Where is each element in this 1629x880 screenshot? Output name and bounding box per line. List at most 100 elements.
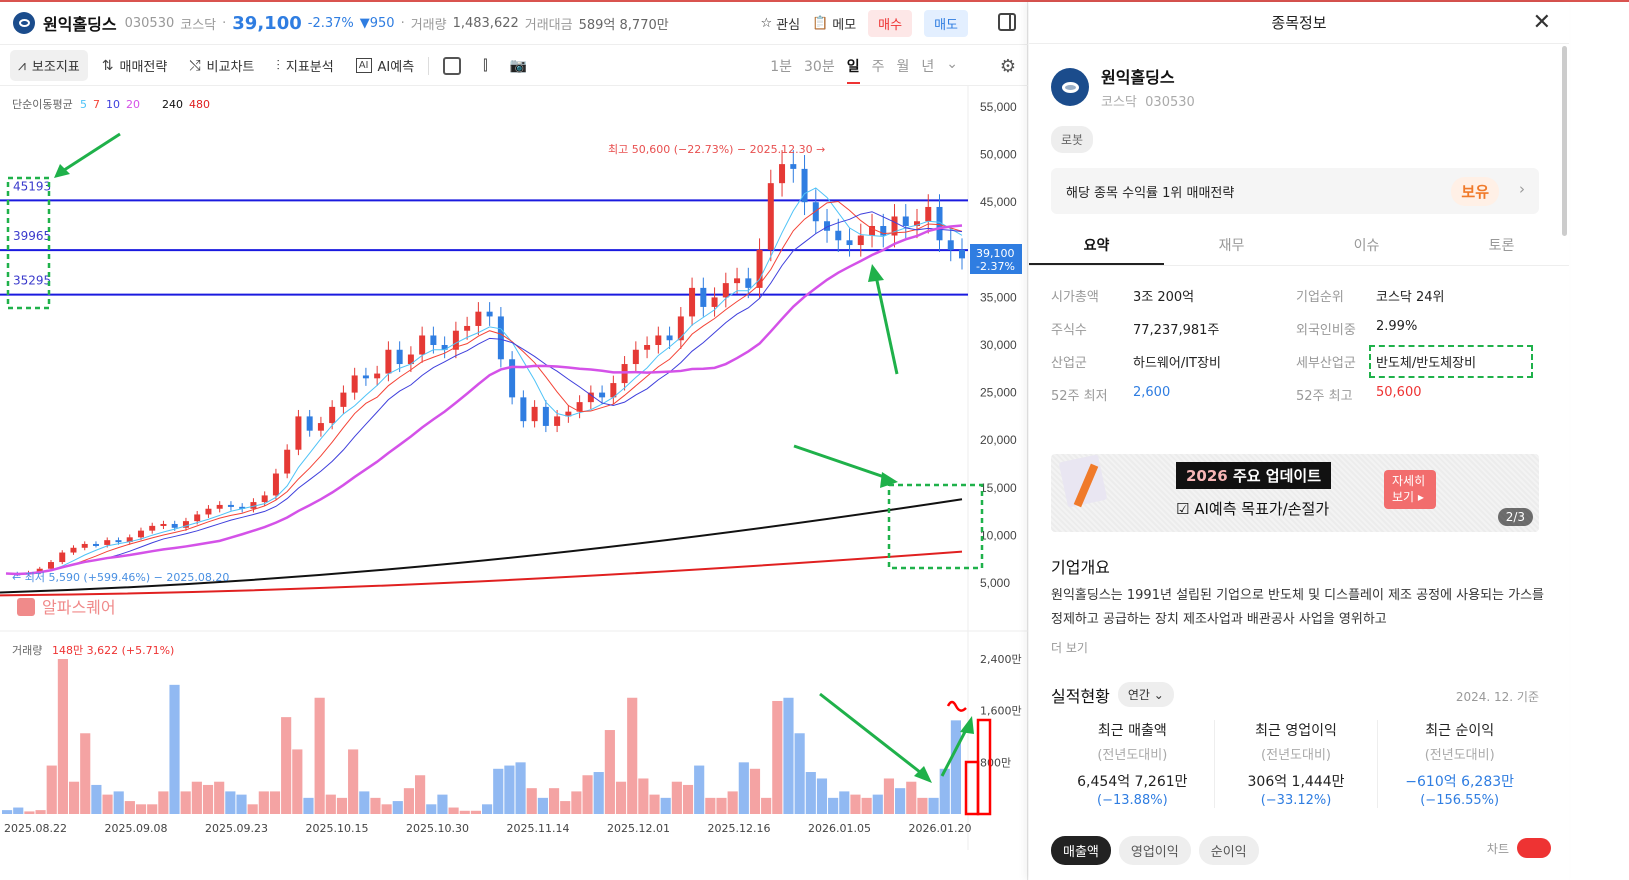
- svg-text:2025.09.23: 2025.09.23: [205, 822, 268, 835]
- company-market: 코스닥: [1101, 95, 1137, 110]
- buy-button[interactable]: 매수: [868, 10, 913, 37]
- svg-text:20: 20: [126, 98, 140, 111]
- svg-text:-2.37%: -2.37%: [976, 260, 1015, 273]
- window-top-border: [0, 0, 1629, 2]
- period-week[interactable]: 주: [871, 59, 885, 75]
- gear-icon[interactable]: ⚙: [999, 56, 1016, 77]
- strategy-banner[interactable]: 해당 종목 수익률 1위 매매전략 보유 ›: [1051, 168, 1539, 214]
- theme-tag[interactable]: 로봇: [1051, 126, 1094, 153]
- svg-text:최고 50,600 (−22.73%) − 2025.12.: 최고 50,600 (−22.73%) − 2025.12.30 →: [608, 143, 825, 156]
- svg-text:2025.11.14: 2025.11.14: [507, 822, 570, 835]
- stock-code: 030530: [124, 15, 175, 31]
- svg-text:39965: 39965: [13, 229, 51, 243]
- panel-title: 종목정보 ✕: [1029, 2, 1569, 44]
- svg-text:35,000: 35,000: [980, 290, 1017, 304]
- svg-text:35295: 35295: [13, 274, 51, 288]
- svg-text:2025.12.16: 2025.12.16: [708, 822, 771, 835]
- company-logo: [13, 12, 35, 34]
- svg-text:800만: 800만: [980, 756, 1011, 769]
- period-day[interactable]: 일: [846, 56, 860, 84]
- svg-text:10: 10: [106, 98, 120, 111]
- indicator-analysis-button[interactable]: ⫶ 지표분석: [276, 57, 334, 76]
- detail-button[interactable]: 자세히 보기 ▸: [1384, 470, 1436, 510]
- performance-title: 실적현황: [1051, 686, 1110, 706]
- svg-text:2025.12.01: 2025.12.01: [607, 822, 670, 835]
- revenue-col: 최근 매출액 (전년도대비) 6,454억 7,261만 (−13.88%): [1051, 720, 1215, 808]
- summary-grid: 시가총액 3조 200억 기업순위 코스닥 24위 주식수 77,237,981주 외국인…: [1051, 286, 1551, 404]
- op-income-col: 최근 영업이익 (전년도대비) 306억 1,444만 (−33.12%): [1215, 720, 1379, 808]
- 52w-low: 2,600: [1133, 385, 1171, 400]
- star-icon: ☆: [760, 16, 773, 31]
- amount-value: 589억 8,770만: [578, 17, 669, 33]
- tab-discussion[interactable]: 토론: [1488, 238, 1515, 254]
- overview-title: 기업개요: [1051, 558, 1110, 577]
- price-chart[interactable]: 55,00050,00045,00040,00035,00030,00025,0…: [0, 86, 1028, 850]
- svg-text:55,000: 55,000: [980, 100, 1017, 114]
- period-month[interactable]: 월: [896, 59, 910, 75]
- svg-text:5: 5: [80, 98, 87, 111]
- svg-text:1,600만: 1,600만: [980, 705, 1022, 718]
- overview-text: 원익홀딩스는 1991년 설립된 기업으로 반도체 및 디스플레이 제조 공정에…: [1051, 588, 1545, 627]
- svg-text:2025.09.08: 2025.09.08: [105, 822, 168, 835]
- screenshot-button[interactable]: 📷: [502, 52, 535, 80]
- strategy-button[interactable]: ⇅ 매매전략: [101, 57, 168, 76]
- svg-text:20,000: 20,000: [980, 433, 1017, 447]
- tab-financials[interactable]: 재무: [1218, 238, 1245, 254]
- company-header: 원익홀딩스 코스닥 030530: [1051, 64, 1195, 110]
- ai-chip-icon: AI: [355, 58, 372, 73]
- watch-button[interactable]: ☆ 관심: [760, 16, 801, 33]
- svg-text:45193: 45193: [13, 179, 51, 193]
- svg-text:39,100: 39,100: [976, 247, 1015, 260]
- sell-button[interactable]: 매도: [924, 10, 968, 37]
- volume-label: 거래량: [410, 17, 447, 33]
- company-code: 030530: [1145, 95, 1195, 110]
- close-icon[interactable]: ✕: [1532, 10, 1551, 35]
- compare-chart-button[interactable]: ⤭ 비교차트: [189, 57, 255, 76]
- shares-count: 77,237,981주: [1133, 323, 1220, 338]
- panel-toggle-icon[interactable]: [998, 13, 1016, 31]
- pill-revenue[interactable]: 매출액: [1051, 836, 1111, 865]
- svg-text:240: 240: [162, 98, 183, 111]
- period-year[interactable]: 년: [921, 59, 935, 75]
- svg-text:25,000: 25,000: [980, 386, 1017, 400]
- svg-text:30,000: 30,000: [980, 338, 1017, 352]
- stock-market: 코스닥: [180, 17, 217, 33]
- camera-icon: 📷: [509, 57, 528, 74]
- svg-text:2026.01.05: 2026.01.05: [808, 822, 871, 835]
- panel-tabs: 요약 재무 이슈 토론: [1029, 226, 1569, 266]
- scrollbar[interactable]: [1562, 46, 1567, 236]
- svg-text:← 최저 5,590 (+599.46%) − 2025.0: ← 최저 5,590 (+599.46%) − 2025.08.20: [12, 571, 229, 584]
- promo-banner[interactable]: 2026 주요 업데이트 ☑ AI예측 목표가/손절가 자세히 보기 ▸ 2/3: [1051, 454, 1539, 532]
- company-name: 원익홀딩스: [1101, 68, 1175, 87]
- draw-box-button[interactable]: [435, 51, 469, 81]
- chevron-down-icon[interactable]: ⌄: [946, 56, 958, 72]
- chevron-right-icon: ›: [1519, 180, 1525, 198]
- period-selector: 1분 30분 일 주 월 년 ⌄: [770, 56, 958, 84]
- chart-toggle-label: 차트: [1486, 842, 1509, 856]
- chart-toolbar: ⩘ 보조지표 ⇅ 매매전략 ⤭ 비교차트 ⫶ 지표분석 AI AI예측 ⫿ 📷 1분 30…: [0, 46, 1028, 86]
- candle-type-button[interactable]: ⫿: [475, 52, 495, 80]
- market-cap: 3조 200억: [1133, 290, 1195, 305]
- memo-button[interactable]: 📋 메모: [812, 16, 857, 33]
- indicator-button[interactable]: ⩘ 보조지표: [10, 50, 88, 81]
- pill-net-income[interactable]: 순이익: [1198, 836, 1259, 865]
- chart-toggle[interactable]: [1517, 838, 1551, 858]
- stock-header: 원익홀딩스 030530 코스닥 · 39,100 -2.37% ▼950 · …: [0, 2, 1028, 45]
- period-1m[interactable]: 1분: [770, 59, 792, 75]
- tab-issues[interactable]: 이슈: [1353, 238, 1380, 254]
- svg-text:5,000: 5,000: [980, 576, 1010, 590]
- volume-value: 1,483,622: [452, 15, 519, 31]
- pill-op-income[interactable]: 영업이익: [1118, 836, 1191, 865]
- hold-badge: 보유: [1451, 177, 1499, 206]
- tab-summary[interactable]: 요약: [1029, 226, 1164, 265]
- period-30m[interactable]: 30분: [804, 59, 835, 75]
- 52w-high: 50,600: [1376, 385, 1422, 400]
- more-link[interactable]: 더 보기: [1051, 641, 1088, 655]
- industry: 하드웨어/IT장비: [1133, 356, 1221, 371]
- svg-text:알파스퀘어: 알파스퀘어: [42, 598, 116, 617]
- svg-text:2026.01.20: 2026.01.20: [909, 822, 972, 835]
- svg-text:480: 480: [189, 98, 210, 111]
- ai-predict-button[interactable]: AI AI예측: [348, 50, 422, 81]
- period-dropdown[interactable]: 연간 ⌄: [1117, 682, 1174, 707]
- change-abs: ▼950: [359, 15, 395, 31]
